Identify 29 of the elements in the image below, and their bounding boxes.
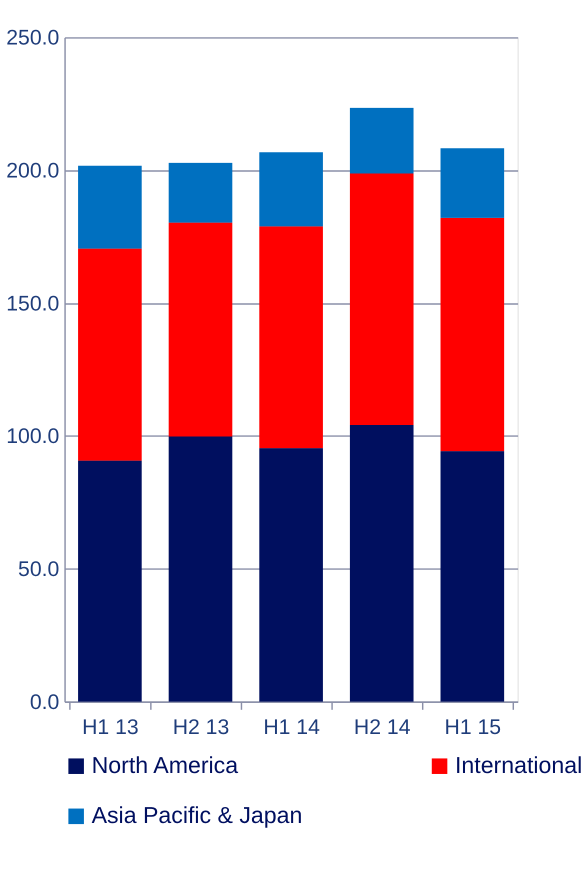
bar: [440, 218, 504, 452]
x-tick-label: H2 14: [354, 716, 411, 739]
bar: [168, 162, 232, 223]
y-tick-label: 100.0: [6, 425, 60, 448]
x-tick-label: H1 15: [444, 716, 502, 739]
bar: [350, 108, 414, 174]
bar: [440, 148, 504, 218]
bar: [168, 222, 232, 436]
bar: [168, 436, 232, 702]
bar: [78, 166, 142, 249]
x-tick-label: H2 13: [172, 716, 230, 739]
y-tick-label: 0.0: [30, 690, 60, 714]
bar: [259, 448, 323, 702]
legend-label: International: [454, 752, 582, 778]
bar: [350, 425, 414, 702]
y-tick-label: 150.0: [6, 292, 60, 316]
y-tick-label: 200.0: [6, 160, 60, 183]
bar: [350, 173, 414, 426]
legend-label: Asia Pacific & Japan: [92, 802, 302, 828]
bar: [259, 152, 323, 226]
bar: [78, 460, 142, 702]
bar: [78, 248, 142, 461]
bar: [440, 451, 504, 702]
bar: [259, 226, 323, 448]
y-tick-label: 250.0: [6, 26, 60, 50]
legend-label: North America: [92, 752, 238, 778]
y-tick-label: 50.0: [18, 558, 60, 582]
x-tick-label: H1 14: [263, 716, 320, 739]
x-tick-label: H1 13: [82, 716, 139, 739]
